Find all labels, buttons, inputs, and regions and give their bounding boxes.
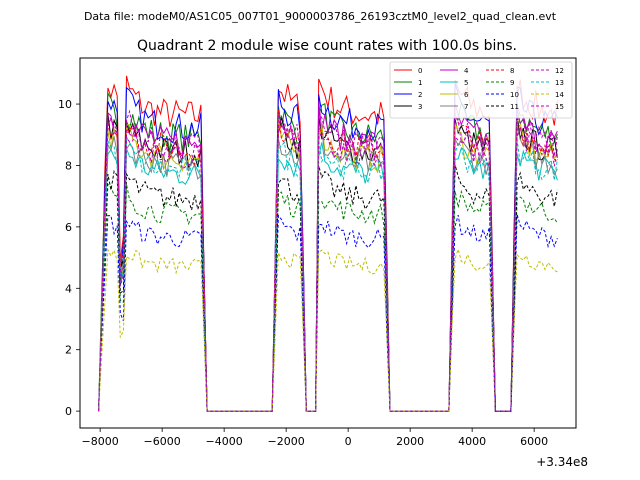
series-line-9	[98, 183, 558, 412]
series-line-15	[98, 115, 558, 412]
y-axis: 0 2 4 6 8 10	[58, 98, 80, 418]
y-tick-label: 4	[65, 282, 72, 295]
legend-label-13: 13	[555, 79, 564, 87]
y-tick-label: 6	[65, 221, 72, 234]
series-line-12	[98, 109, 558, 412]
series-line-14	[98, 247, 558, 412]
legend-label-9: 9	[510, 79, 514, 87]
x-tick-label: 4000	[458, 435, 486, 448]
legend-label-14: 14	[555, 91, 564, 99]
x-tick-label: 0	[345, 435, 352, 448]
y-tick-label: 8	[65, 159, 72, 172]
legend-frame	[389, 61, 573, 119]
series-layer	[98, 75, 558, 412]
series-line-4	[98, 100, 558, 412]
x-tick-label: 2000	[396, 435, 424, 448]
x-tick-label: −2000	[268, 435, 305, 448]
legend-label-0: 0	[418, 67, 422, 75]
chart-title: Quadrant 2 module wise count rates with …	[137, 38, 517, 54]
x-tick-label: −4000	[206, 435, 243, 448]
x-offset-label: +3.34e8	[536, 455, 588, 469]
legend-label-2: 2	[418, 91, 422, 99]
legend-label-12: 12	[555, 67, 564, 75]
y-tick-label: 2	[65, 344, 72, 357]
legend-label-1: 1	[418, 79, 422, 87]
legend-label-4: 4	[464, 67, 469, 75]
series-line-8	[98, 108, 558, 412]
plot-frame	[79, 57, 577, 429]
y-tick-label: 0	[65, 405, 72, 418]
x-tick-label: −6000	[144, 435, 181, 448]
legend-label-11: 11	[510, 103, 519, 111]
x-axis: −8000 −6000 −4000 −2000 0 2000 4000 6000	[82, 428, 548, 448]
series-line-7	[98, 126, 558, 412]
series-line-2	[98, 83, 558, 412]
legend-label-5: 5	[464, 79, 468, 87]
series-line-5	[98, 142, 558, 412]
legend-label-7: 7	[464, 103, 468, 111]
legend-label-15: 15	[555, 103, 564, 111]
x-tick-label: 6000	[520, 435, 548, 448]
series-line-10	[98, 214, 558, 412]
legend-label-8: 8	[510, 67, 514, 75]
legend-label-6: 6	[464, 91, 469, 99]
legend-label-10: 10	[510, 91, 519, 99]
x-tick-label: −8000	[82, 435, 119, 448]
data-file-label: Data file: modeM0/AS1C05_007T01_90000037…	[84, 10, 557, 23]
series-line-11	[98, 164, 558, 412]
y-tick-label: 10	[58, 98, 72, 111]
legend-label-3: 3	[418, 103, 422, 111]
